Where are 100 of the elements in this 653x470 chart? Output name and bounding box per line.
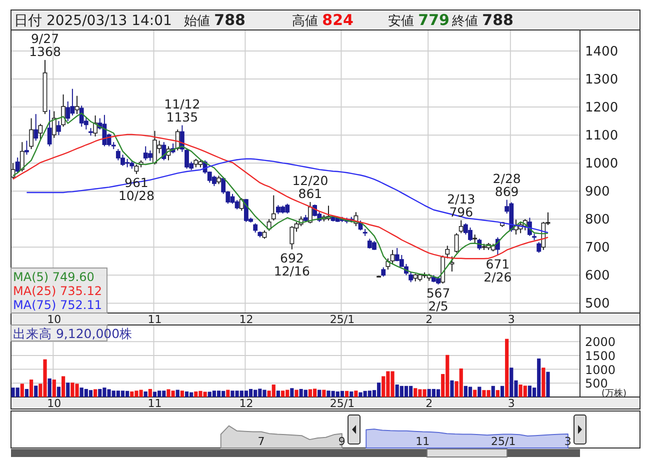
bar xyxy=(294,390,298,397)
y-tick-label: 600 xyxy=(585,268,610,284)
bar xyxy=(226,390,230,397)
annotation: 11/12 1135 xyxy=(164,96,200,124)
candlestick xyxy=(458,220,464,234)
candlestick xyxy=(66,100,70,122)
candlestick xyxy=(290,226,294,250)
candlestick xyxy=(162,142,166,161)
bar xyxy=(473,390,477,397)
candlestick xyxy=(15,156,20,174)
bar xyxy=(496,390,500,397)
bar xyxy=(66,382,70,397)
candlestick xyxy=(52,110,56,138)
line-series xyxy=(26,158,549,234)
bar xyxy=(340,390,344,397)
candlestick xyxy=(47,109,52,147)
candlestick xyxy=(381,266,386,278)
text: MA(75) 752.11 xyxy=(13,298,102,312)
bar xyxy=(542,368,546,397)
x-tick-label: 7 xyxy=(258,435,265,448)
bar xyxy=(180,390,184,397)
candlestick xyxy=(536,242,542,254)
x-tick-label: 25/1 xyxy=(330,397,355,410)
y-tick-label: 1300 xyxy=(585,72,618,88)
bar xyxy=(308,389,312,397)
x-tick-label: 3 xyxy=(508,397,515,410)
text: MA(5) 749.60 xyxy=(13,270,94,284)
candlestick xyxy=(56,120,61,136)
bar xyxy=(318,390,322,397)
candlestick xyxy=(472,234,478,244)
bar xyxy=(523,386,527,397)
candlestick xyxy=(24,140,29,156)
text: 終値 788 xyxy=(451,11,514,29)
candlestick xyxy=(29,118,34,150)
y-tick-label: 1000 xyxy=(585,362,616,377)
bar xyxy=(56,386,61,397)
y-tick-label: 1200 xyxy=(585,100,618,116)
candlestick xyxy=(93,114,98,137)
candlestick xyxy=(20,142,24,172)
chart-title: 日付 2025/03/13 14:01 xyxy=(14,13,172,29)
bar xyxy=(500,386,504,397)
bar xyxy=(62,376,66,397)
candlestick xyxy=(271,194,276,222)
bar xyxy=(290,388,294,397)
bar xyxy=(505,338,509,397)
y-tick-label: 900 xyxy=(585,184,610,200)
annotation: 692 12/16 xyxy=(274,250,310,278)
bar xyxy=(34,386,38,397)
text: 安値 779 xyxy=(388,11,450,29)
bar xyxy=(276,390,280,397)
x-tick-label: 25/1 xyxy=(491,435,516,448)
bar xyxy=(20,384,24,397)
bar xyxy=(312,388,317,397)
bar xyxy=(244,390,248,397)
text: 高値 824 xyxy=(292,11,354,29)
bar xyxy=(216,390,221,397)
bar xyxy=(322,390,326,397)
y-tick-label: 1400 xyxy=(585,44,618,60)
bar xyxy=(468,386,472,397)
text: MA(25) 735.12 xyxy=(13,284,102,298)
x-tick-label: 11 xyxy=(148,397,162,410)
bar xyxy=(350,391,354,397)
bar xyxy=(52,380,56,397)
y-tick-label: 2000 xyxy=(585,335,616,350)
y-tick-label: 1100 xyxy=(585,128,618,144)
bar xyxy=(436,389,440,397)
candlestick xyxy=(61,94,66,128)
bar xyxy=(24,388,29,397)
annotation: 9/27 1368 xyxy=(29,30,61,59)
annotation: 12/20 861 xyxy=(292,173,328,202)
x-tick-label: 12 xyxy=(239,397,254,410)
x-tick-label: 3 xyxy=(564,435,572,448)
x-tick-label: 10 xyxy=(47,313,62,326)
bar xyxy=(280,390,285,397)
y-tick-label: 500 xyxy=(585,376,608,391)
candlestick xyxy=(408,272,414,283)
y-tick-label: 500 xyxy=(585,296,610,312)
text: 始値 788 xyxy=(184,11,246,29)
candlestick xyxy=(234,200,240,210)
x-tick-label: 11 xyxy=(416,435,430,448)
bar xyxy=(354,390,358,397)
bar xyxy=(272,384,276,397)
bar xyxy=(184,391,189,397)
chart-title: 出来高 9,120,000株 xyxy=(13,326,133,341)
candlestick xyxy=(34,114,38,142)
bar xyxy=(120,390,125,397)
candlestick xyxy=(239,198,244,212)
x-tick-label: 12 xyxy=(239,313,254,326)
bar xyxy=(88,390,93,397)
candlestick xyxy=(390,249,395,264)
candlestick xyxy=(212,175,216,187)
bar xyxy=(345,390,349,397)
annotation: 671 2/26 xyxy=(484,256,512,284)
x-tick-label: 2 xyxy=(426,313,433,326)
y-tick-label: 700 xyxy=(585,240,610,256)
y-tick-label: 800 xyxy=(585,212,610,228)
bar xyxy=(176,390,180,397)
bar xyxy=(546,372,550,397)
candlestick xyxy=(253,222,258,234)
bar xyxy=(304,390,308,397)
